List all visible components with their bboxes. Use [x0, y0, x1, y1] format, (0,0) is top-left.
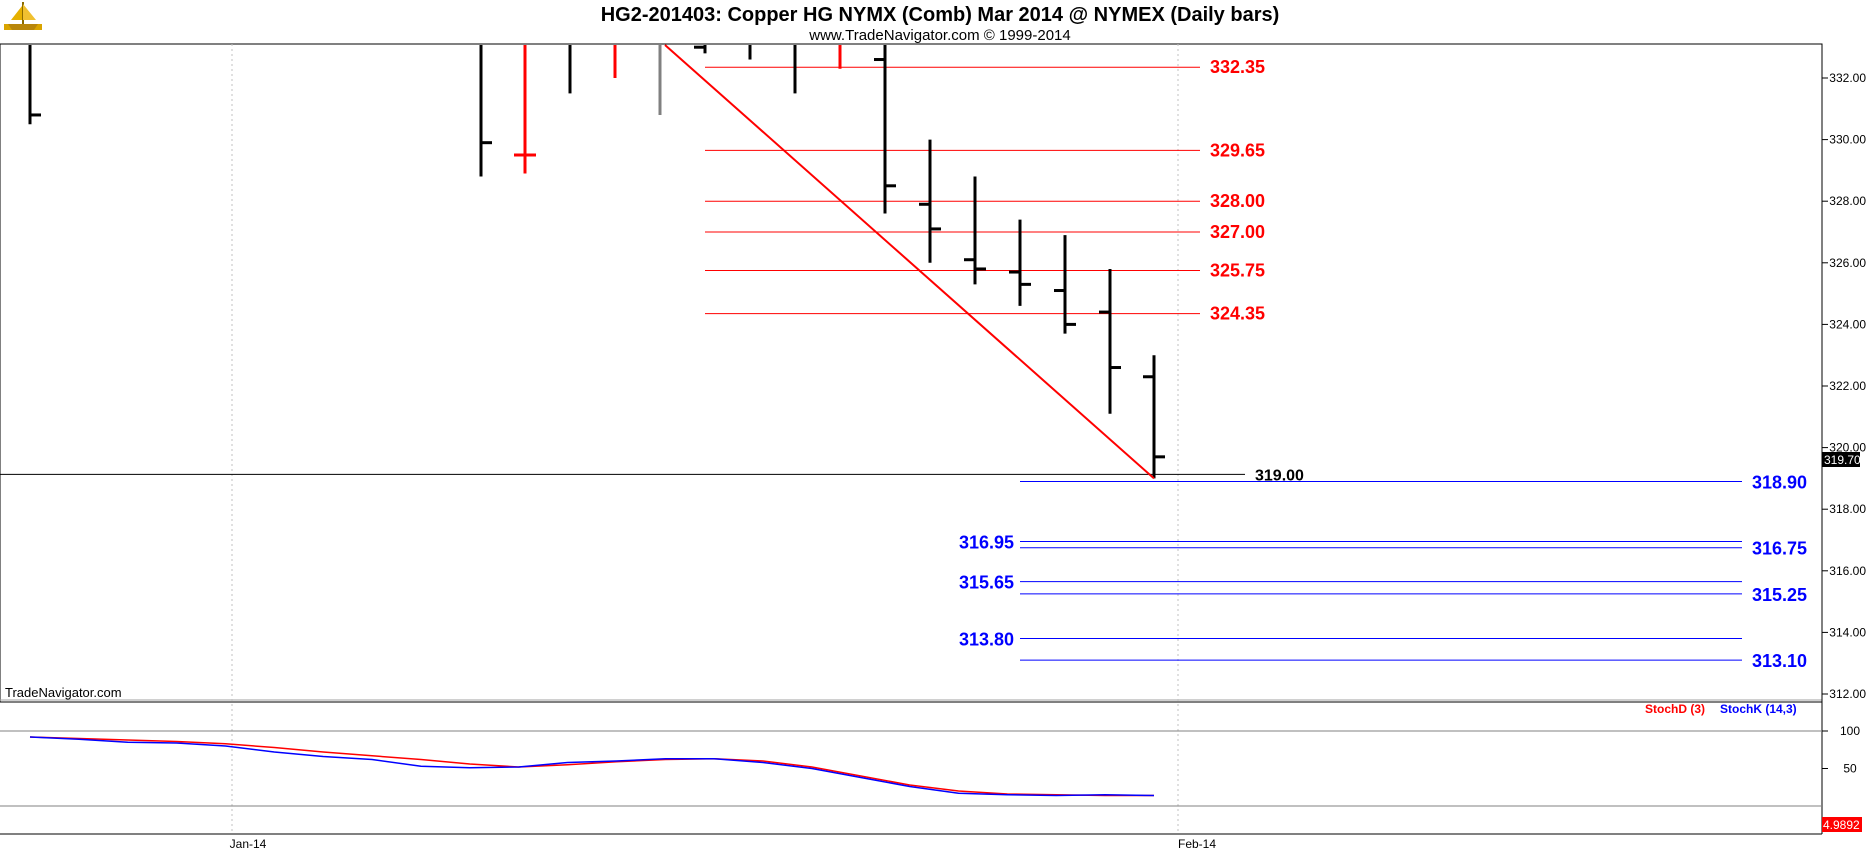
y-tick-label: 320.00: [1829, 441, 1866, 455]
chart-subtitle: www.TradeNavigator.com © 1999-2014: [808, 27, 1070, 44]
resistance-label: 328.00: [1210, 191, 1265, 211]
last-price-badge: [1822, 452, 1860, 467]
x-tick-feb: Feb-14: [1178, 837, 1216, 851]
resistance-label: 327.00: [1210, 222, 1265, 242]
resistance-label: 332.35: [1210, 57, 1265, 77]
price-panel: [0, 43, 1823, 703]
trendline-segment: [664, 44, 1155, 480]
support-main-label: 319.00: [1255, 467, 1304, 484]
y-tick-label: 318.00: [1829, 502, 1866, 516]
stoch-axis-ticks: 100 50: [1822, 724, 1860, 776]
last-price-label: 319.70: [1824, 453, 1861, 467]
price-axis-ticks: 332.00 330.00 328.00 326.00 324.00 322.00 320.…: [1822, 71, 1866, 701]
y-tick-label: 330.00: [1829, 133, 1866, 147]
right-axis-area: [1822, 44, 1876, 834]
y-tick-label: 322.00: [1829, 379, 1866, 393]
legend-stochk: StochK (14,3): [1720, 702, 1797, 716]
legend-stochd: StochD (3): [1645, 702, 1705, 716]
support-label-left: 313.80: [959, 630, 1014, 650]
y-tick-label: 316.00: [1829, 564, 1866, 578]
stoch-series-line: [29, 736, 1155, 797]
stoch-lines: [29, 736, 1155, 797]
header-band: [0, 0, 1876, 44]
chart-title: HG2-201403: Copper HG NYMX (Comb) Mar 20…: [601, 4, 1280, 26]
stoch-tick-label: 50: [1843, 762, 1857, 776]
y-tick-label: 324.00: [1829, 317, 1866, 331]
stoch-last-label: 4.9892: [1823, 818, 1860, 832]
resistance-label: 324.35: [1210, 304, 1265, 324]
y-tick-label: 312.00: [1829, 687, 1866, 701]
stoch-last-badge: [1822, 817, 1862, 832]
resistance-label: 325.75: [1210, 261, 1265, 281]
support-label-left: 316.95: [959, 533, 1014, 553]
y-tick-label: 332.00: [1829, 71, 1866, 85]
support-label-right: 315.25: [1752, 585, 1807, 605]
watermark: TradeNavigator.com: [5, 685, 122, 700]
ship-logo-icon: [4, 2, 42, 30]
price-levels: 332.35 329.65 328.00 327.00 325.75 324.35 319.…: [0, 57, 1807, 671]
y-tick-label: 314.00: [1829, 625, 1866, 639]
y-tick-label: 326.00: [1829, 256, 1866, 270]
support-label-right: 313.10: [1752, 651, 1807, 671]
support-label-right: 318.90: [1752, 472, 1807, 492]
x-tick-jan: Jan-14: [230, 837, 267, 851]
stoch-series-line: [29, 736, 1154, 797]
ohlc-bars: [28, 45, 1165, 479]
support-label-right: 316.75: [1752, 539, 1807, 559]
support-label-left: 315.65: [959, 573, 1014, 593]
trendline: [664, 44, 1155, 480]
stoch-tick-label: 100: [1840, 724, 1860, 738]
y-tick-label: 328.00: [1829, 194, 1866, 208]
resistance-label: 329.65: [1210, 140, 1265, 160]
